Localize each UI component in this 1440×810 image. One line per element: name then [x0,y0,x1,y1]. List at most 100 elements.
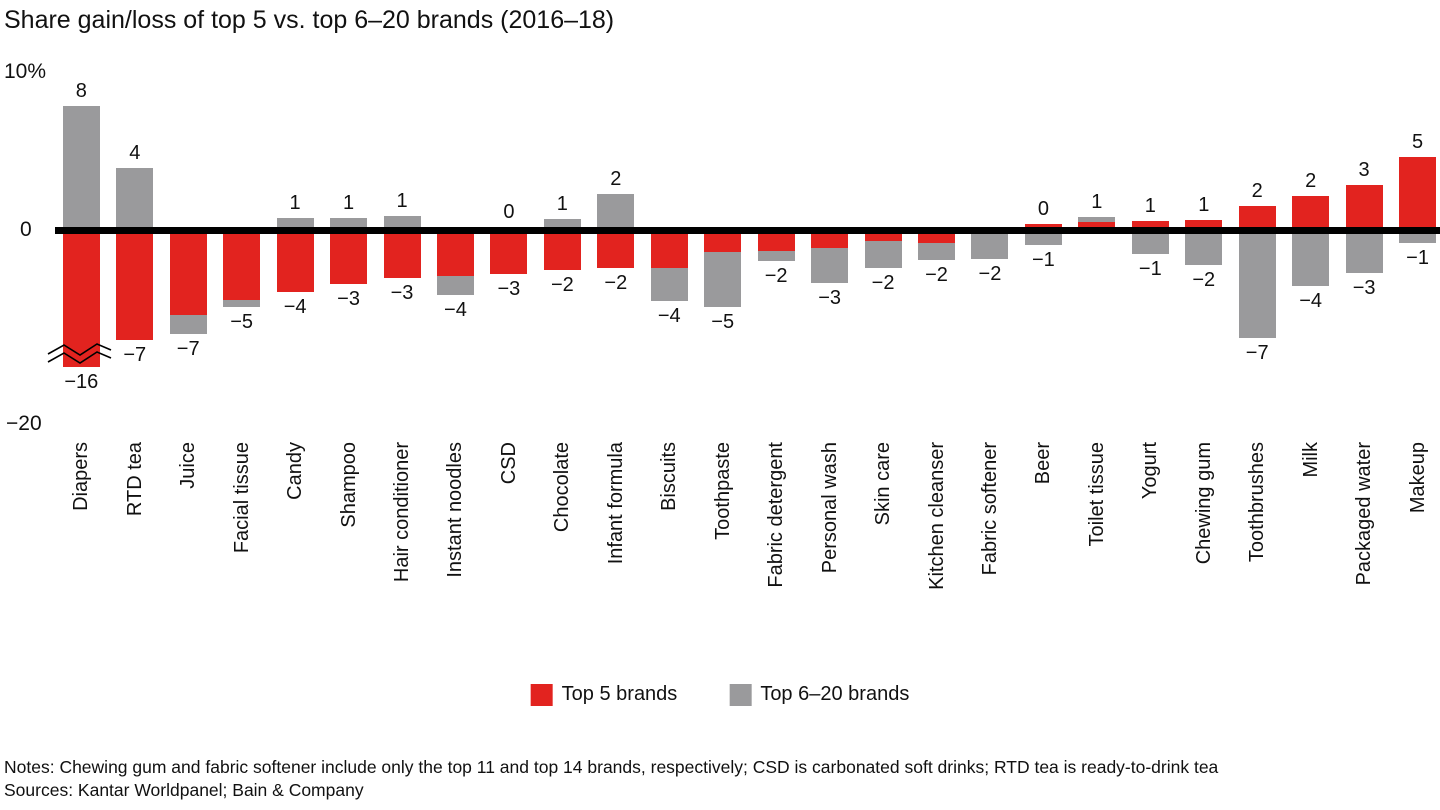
bar-top620-toothbrushes [1238,230,1276,339]
bar-top620-toothpaste [704,252,742,307]
bar-top5-yogurt [1131,221,1169,231]
category-label-facial-tissue: Facial tissue [230,442,253,554]
bar-top5-candy [276,230,314,292]
category-label-chewing-gum: Chewing gum [1192,442,1215,565]
category-label-makeup: Makeup [1406,442,1429,514]
bar-top5-toilet-tissue [1078,221,1116,231]
bar-top5-toothbrushes [1238,206,1276,231]
value-label-below-instant-noodles: −4 [444,298,467,321]
category-label-packaged-water: Packaged water [1353,442,1376,586]
category-label-fabric-softener: Fabric softener [978,442,1001,576]
bar-top620-infant-formula [597,194,635,231]
value-label-below-facial-tissue: −5 [230,311,254,334]
category-label-rtd-tea: RTD tea [123,442,146,517]
value-label-above-packaged-water: 3 [1358,158,1370,181]
chart-title: Share gain/loss of top 5 vs. top 6–20 br… [4,6,615,34]
bar-top620-milk [1292,230,1330,287]
value-label-below-packaged-water: −3 [1352,276,1376,299]
legend: Top 5 brands Top 6–20 brands [530,683,909,706]
category-label-instant-noodles: Instant noodles [444,442,467,578]
value-label-below-juice: −7 [176,338,200,361]
legend-label-top5: Top 5 brands [561,683,678,705]
bar-top5-hair-conditioner [383,230,421,278]
value-label-below-milk: −4 [1299,290,1323,313]
category-label-personal-wash: Personal wash [818,442,841,574]
bar-top620-chewing-gum [1185,230,1223,266]
category-label-fabric-detergent: Fabric detergent [765,442,788,588]
axis-break-marks [47,343,112,364]
bar-top620-skin-care [864,241,902,269]
value-label-above-yogurt: 1 [1144,195,1156,218]
bar-top620-kitchen-cleanser [918,243,955,260]
value-label-below-beer: −1 [1031,248,1055,271]
value-label-above-makeup: 5 [1411,130,1424,153]
bar-top620-personal-wash [811,247,849,284]
value-label-below-fabric-softener: −2 [978,262,1002,285]
legend-label-top620: Top 6–20 brands [760,683,910,705]
value-label-above-toothbrushes: 2 [1251,180,1263,203]
bar-top620-juice [169,315,207,335]
category-label-beer: Beer [1032,442,1055,485]
bar-top620-rtd-tea [116,168,154,231]
bar-top620-fabric-detergent [757,250,795,262]
value-label-below-hair-conditioner: −3 [390,281,414,304]
legend-item-top620: Top 6–20 brands [729,683,909,706]
value-label-below-toothbrushes: −7 [1245,342,1269,365]
value-label-below-diapers: −16 [64,371,99,394]
category-label-milk: Milk [1299,442,1322,478]
legend-item-top5: Top 5 brands [530,683,678,706]
bar-top5-instant-noodles [436,230,474,277]
y-axis-label-10pct: 10% [4,60,47,83]
bar-top5-chewing-gum [1185,219,1223,231]
bar-top5-toothpaste [704,230,742,253]
value-label-below-yogurt: −1 [1138,258,1162,281]
value-label-below-chocolate: −2 [550,273,574,296]
value-label-below-skin-care: −2 [871,272,895,295]
bar-top5-personal-wash [811,230,849,248]
sources-text: Sources: Kantar Worldpanel; Bain & Compa… [4,780,364,800]
value-label-above-beer: 0 [1037,198,1049,221]
bar-top620-chocolate [543,218,581,231]
value-label-above-infant-formula: 2 [610,168,622,191]
value-label-below-chewing-gum: −2 [1192,269,1216,292]
value-label-above-chocolate: 1 [556,192,568,215]
bar-top5-infant-formula [597,230,635,269]
bar-top5-skin-care [864,230,902,242]
bar-top620-diapers [62,106,100,231]
bar-top5-juice [169,230,207,316]
bar-top5-biscuits [650,230,688,269]
legend-swatch-top5 [530,683,553,706]
category-label-candy: Candy [284,442,307,500]
category-label-toilet-tissue: Toilet tissue [1085,442,1108,547]
category-label-chocolate: Chocolate [551,442,574,533]
value-label-above-csd: 0 [503,201,515,224]
value-label-below-shampoo: −3 [337,287,360,310]
bar-top620-yogurt [1131,230,1169,255]
value-label-below-toothpaste: −5 [711,310,735,333]
category-label-toothbrushes: Toothbrushes [1246,442,1269,563]
category-label-yogurt: Yogurt [1139,442,1162,500]
bar-top5-csd [490,230,528,275]
category-label-juice: Juice [177,442,200,489]
value-label-above-toilet-tissue: 1 [1091,191,1103,214]
bar-top620-packaged-water [1345,230,1383,273]
legend-swatch-top620 [729,683,752,706]
value-label-below-csd: −3 [497,278,521,301]
value-label-above-chewing-gum: 1 [1198,193,1210,216]
category-label-hair-conditioner: Hair conditioner [391,442,413,583]
value-label-below-biscuits: −4 [657,305,681,328]
bar-top620-instant-noodles [436,276,474,295]
bar-top5-diapers [62,230,100,368]
value-label-below-fabric-detergent: −2 [764,265,788,288]
value-label-above-rtd-tea: 4 [129,142,141,165]
zero-axis-line [55,227,1440,234]
category-label-kitchen-cleanser: Kitchen cleanser [925,442,948,590]
category-label-infant-formula: Infant formula [604,442,627,565]
value-label-above-diapers: 8 [75,80,87,103]
value-label-below-kitchen-cleanser: −2 [925,263,948,286]
bar-top620-facial-tissue [223,299,261,308]
bar-top5-facial-tissue [223,230,261,300]
bar-top5-makeup [1399,156,1437,231]
y-axis-label-neg20: −20 [6,412,42,435]
